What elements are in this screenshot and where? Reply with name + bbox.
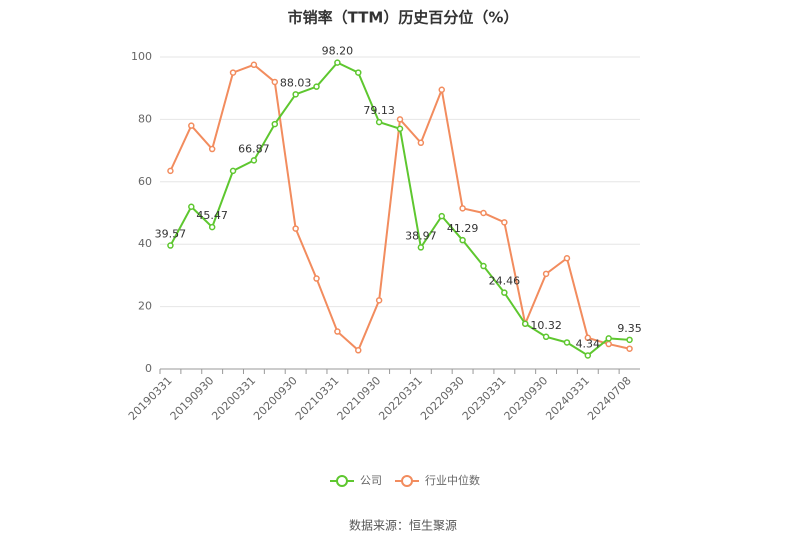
point	[417, 244, 425, 251]
point	[167, 242, 174, 249]
point	[396, 125, 404, 133]
x-tick-label: 20220331	[376, 374, 425, 423]
point	[521, 320, 529, 328]
legend-label: 行业中位数	[425, 473, 480, 487]
data-label: 10.32	[530, 319, 562, 332]
point	[334, 328, 341, 335]
y-tick-label: 100	[131, 50, 152, 63]
point	[188, 203, 195, 211]
y-tick-label: 40	[138, 237, 152, 250]
point	[605, 335, 612, 342]
data-label: 79.13	[363, 104, 395, 117]
point	[480, 262, 487, 270]
series-line	[169, 63, 630, 352]
point	[501, 289, 508, 296]
point	[563, 339, 571, 346]
data-label: 4.34	[576, 337, 601, 350]
point	[355, 347, 362, 354]
point	[250, 61, 258, 69]
data-label: 98.20	[322, 45, 354, 58]
x-tick-label: 20230331	[460, 374, 509, 423]
point	[396, 116, 404, 123]
point	[208, 145, 216, 153]
point	[313, 275, 320, 282]
data-label: 88.03	[280, 76, 312, 89]
data-label: 45.47	[196, 209, 228, 222]
point	[355, 69, 362, 76]
data-label: 9.35	[617, 322, 642, 335]
x-tick-label: 20230930	[502, 374, 551, 423]
x-tick-label: 20210331	[293, 374, 342, 423]
data-label: 24.46	[489, 275, 521, 288]
point	[250, 157, 258, 164]
x-tick-label: 20190331	[126, 374, 175, 423]
legend-marker	[336, 475, 348, 487]
x-tick-label: 20190930	[168, 374, 217, 423]
y-tick-label: 20	[138, 300, 152, 313]
x-tick-label: 20200331	[209, 374, 258, 423]
point	[229, 167, 237, 175]
point	[626, 336, 633, 344]
x-tick-label: 20220930	[418, 374, 467, 423]
point	[292, 91, 299, 98]
series-line	[169, 61, 630, 357]
point	[271, 78, 279, 86]
point	[313, 83, 320, 90]
source: 数据来源：恒生聚源	[349, 518, 457, 533]
point	[229, 69, 237, 76]
data-label: 38.97	[405, 229, 437, 242]
y-tick-label: 60	[138, 175, 152, 188]
y-tick-label: 80	[138, 112, 152, 125]
point	[563, 254, 571, 262]
point	[501, 219, 508, 226]
point	[584, 352, 592, 359]
point	[438, 86, 445, 94]
x-tick-label: 20240331	[543, 374, 592, 423]
legend-label: 公司	[360, 474, 382, 487]
point	[271, 120, 279, 128]
point	[459, 205, 466, 212]
legend-marker	[401, 475, 413, 487]
point	[375, 297, 383, 304]
point	[459, 236, 466, 244]
point	[480, 209, 487, 217]
point	[584, 334, 592, 342]
point	[188, 122, 195, 129]
point	[438, 212, 445, 220]
point	[605, 340, 612, 348]
data-label: 39.57	[155, 228, 187, 241]
y-tick-label: 0	[145, 362, 152, 375]
point	[417, 139, 425, 147]
point	[542, 270, 550, 278]
point	[542, 333, 550, 341]
data-label: 41.29	[447, 222, 479, 235]
x-tick-label: 20210930	[335, 374, 384, 423]
point	[167, 167, 174, 175]
point	[626, 345, 633, 352]
point	[208, 223, 216, 231]
x-tick-label: 20240708	[585, 374, 634, 423]
data-label: 66.87	[238, 142, 270, 155]
point	[375, 118, 383, 126]
x-tick-label: 20200930	[251, 374, 300, 423]
point	[334, 59, 341, 66]
chart-title: 市销率（TTM）历史百分位（%）	[288, 9, 519, 27]
point	[292, 225, 299, 232]
